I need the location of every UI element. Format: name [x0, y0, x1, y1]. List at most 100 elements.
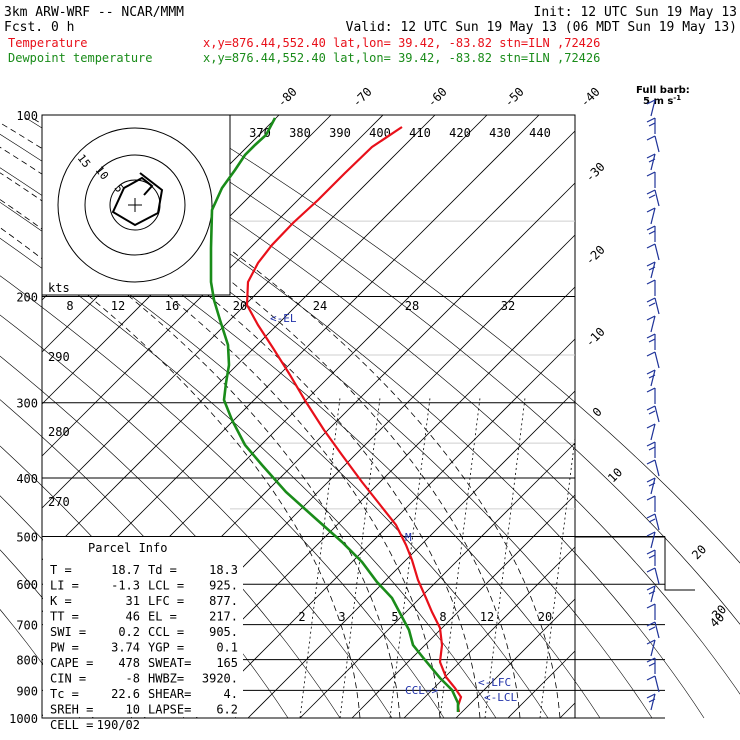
wind-barb-shaft	[650, 369, 656, 387]
pressure-label-200: 200	[16, 291, 38, 305]
wind-barb-feather	[648, 518, 656, 523]
wind-barb-feather	[648, 446, 656, 451]
wind-barb	[646, 423, 656, 441]
wind-barb-feather	[646, 675, 656, 681]
pressure-label-600: 600	[16, 578, 38, 592]
hodo-speed-label: 32	[501, 299, 515, 313]
parcel-cell: 18.3	[209, 563, 238, 577]
wind-barb-shaft	[654, 567, 660, 585]
isotherm-line	[403, 546, 576, 719]
init-time: Init: 12 UTC Sun 19 May 13	[534, 5, 738, 20]
parcel-cell: 6.2	[216, 703, 238, 717]
parcel-cell: HWBZ=	[148, 672, 184, 686]
hodograph-label-10: 10	[93, 164, 111, 182]
isotherm-line	[351, 494, 576, 719]
wind-barb-shaft	[650, 477, 656, 495]
legend-temperature-info: x,y=876.44,552.40 lat,lon= 39.42, -83.82…	[203, 36, 600, 50]
theta-left-label: 290	[48, 350, 70, 364]
wind-barb-shaft	[650, 423, 656, 441]
isotherm-line	[41, 114, 488, 561]
hodo-speed-label: 8	[66, 299, 73, 313]
isotherm-line	[559, 702, 576, 719]
pressure-label-100: 100	[16, 109, 38, 123]
wind-barb	[646, 387, 656, 404]
wind-barb	[646, 531, 656, 549]
dry-adiabat-line	[0, 275, 445, 719]
wind-barb	[646, 585, 656, 603]
temp-tick-right: 20	[689, 542, 709, 562]
wind-barb-feather	[648, 374, 656, 379]
wind-barb-feather	[646, 405, 656, 411]
parcel-cell: 190/02	[97, 718, 140, 732]
parcel-cell: LCL =	[148, 579, 184, 593]
wind-barb	[646, 639, 656, 657]
wind-barb-shaft	[650, 639, 656, 657]
hodo-speed-label: 12	[111, 299, 125, 313]
parcel-title: Parcel Info	[88, 541, 167, 555]
parcel-cell: -1.3	[111, 579, 140, 593]
theta-label: 380	[289, 126, 311, 140]
parcel-cell: Td =	[148, 563, 177, 577]
wind-barb-feather	[646, 351, 656, 357]
mixing-ratio-label: 2	[298, 610, 305, 624]
parcel-cell: 18.7	[111, 563, 140, 577]
wind-barb-feather	[646, 459, 656, 465]
temperature-trace	[245, 126, 463, 713]
wind-barb	[646, 549, 656, 566]
dry-adiabat-line	[77, 117, 740, 695]
parcel-cell: 925.	[209, 579, 238, 593]
wind-barb	[646, 153, 656, 171]
wind-barb-shaft	[654, 351, 660, 369]
wind-barb	[646, 369, 656, 387]
parcel-cell: LAPSE=	[148, 703, 191, 717]
wind-barb-feather	[648, 482, 656, 487]
parcel-cell: 22.6	[111, 687, 140, 701]
wind-barb	[646, 675, 660, 693]
dry-adiabat-line	[0, 237, 497, 719]
pressure-label-700: 700	[16, 619, 38, 633]
wind-barb-feather	[646, 243, 656, 249]
parcel-cell: -8	[126, 672, 140, 686]
isotherm-line	[41, 114, 436, 509]
wind-barb-feather	[646, 657, 656, 663]
temp-tick-right: -20	[583, 243, 608, 268]
wind-barb-shaft	[650, 99, 656, 117]
temp-tick-top: -70	[350, 85, 375, 110]
barb-key-unit: 5 m s-1	[643, 94, 681, 107]
parcel-cell: CELL =	[50, 718, 93, 732]
parcel-cell: 31	[126, 594, 140, 608]
wind-barb-feather	[646, 153, 656, 159]
pressure-label-500: 500	[16, 530, 38, 544]
barb-key-unit-base: 5 m s	[643, 96, 673, 107]
temp-tick-top: -80	[275, 85, 300, 110]
barb-key-unit-exp: -1	[673, 94, 681, 102]
wind-barb-feather	[648, 590, 656, 595]
pressure-label-1000: 1000	[9, 712, 38, 726]
temp-tick-right: 10	[605, 465, 625, 485]
m-marker: M	[405, 531, 412, 544]
theta-left-label: 280	[48, 425, 70, 439]
moist-adiabat-line	[0, 199, 401, 719]
wind-barb	[646, 333, 656, 350]
isotherm-line	[41, 114, 540, 613]
wind-barb-feather	[646, 387, 656, 393]
pressure-labels: 100 200 300 400 500 600 700 800 900 1000	[9, 109, 38, 726]
mixing-ratio-label: 3	[338, 610, 345, 624]
parcel-cell: LI =	[50, 579, 79, 593]
wind-barb-shaft	[654, 675, 660, 693]
mixing-ratio-line	[539, 437, 576, 719]
wind-barb	[646, 693, 656, 711]
wind-barb-feather	[646, 639, 656, 645]
wind-barb-feather	[646, 567, 656, 573]
wind-barb	[646, 261, 656, 279]
parcel-cell: Tc =	[50, 687, 79, 701]
temp-tick-top: -50	[502, 85, 527, 110]
wind-barb-shaft	[650, 693, 656, 711]
mixing-ratio-line	[389, 397, 431, 719]
parcel-cell: EL =	[148, 610, 177, 624]
wind-barb-shaft	[650, 153, 656, 171]
wind-barb-feather	[646, 531, 656, 537]
mixing-ratio-label: 8	[439, 610, 446, 624]
wind-barb	[646, 225, 656, 242]
wind-barb	[646, 243, 660, 261]
